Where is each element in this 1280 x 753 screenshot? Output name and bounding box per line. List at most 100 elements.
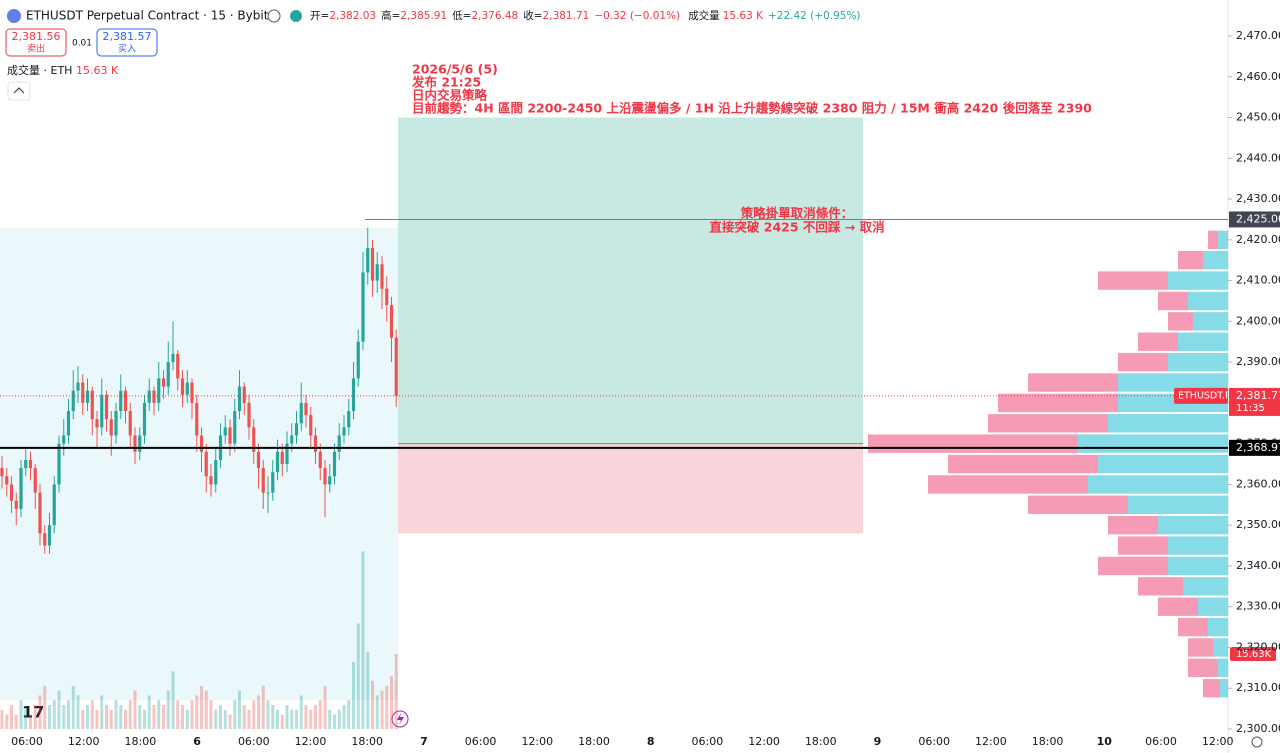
profile-down <box>1168 312 1193 331</box>
y-tick-label: 2,470.00 <box>1236 29 1280 42</box>
volume-bar <box>143 709 146 729</box>
candle-body <box>157 378 161 403</box>
collapse-button[interactable] <box>7 81 31 101</box>
candle-body <box>81 382 85 403</box>
flash-icon <box>397 713 404 725</box>
candle-body <box>66 411 71 436</box>
volume-bar <box>38 695 42 729</box>
candle-body <box>356 341 360 379</box>
header-item: 2,381.71 <box>543 10 590 22</box>
candle-body <box>123 390 128 412</box>
candle-body <box>0 468 4 477</box>
volume-bar <box>295 709 298 729</box>
volume-bar <box>114 700 118 729</box>
candle-body <box>161 378 166 387</box>
profile-down <box>1188 638 1213 657</box>
volume-bar <box>24 709 28 729</box>
volume-bar <box>195 695 199 729</box>
candle-body <box>85 390 90 403</box>
x-tick-label: 12:00 <box>521 735 553 748</box>
volume-bar <box>86 705 89 729</box>
volume-bar <box>209 700 213 729</box>
y-tick-label: 2,320.00 <box>1236 640 1280 653</box>
candle-body <box>100 394 104 428</box>
x-tick-label: 06:00 <box>465 735 497 748</box>
y-tick-label: 2,400.00 <box>1236 314 1280 327</box>
volume-bar <box>390 676 393 729</box>
volume-bar <box>285 705 289 729</box>
volume-bar <box>223 709 227 729</box>
volume-bar <box>138 705 142 729</box>
volume-bar <box>314 705 317 729</box>
sell-button[interactable] <box>5 28 67 57</box>
volume-bar <box>162 705 165 729</box>
x-tick-label: 7 <box>420 735 428 748</box>
candle-body <box>90 390 94 420</box>
volume-bar <box>81 709 85 729</box>
candle-body <box>114 411 118 436</box>
profile-down <box>868 434 1078 453</box>
volume-bar <box>333 714 336 729</box>
volume-bar <box>219 705 222 729</box>
x-tick-label: 12:00 <box>68 735 100 748</box>
volume-bar <box>124 709 127 729</box>
candle-body <box>285 443 289 465</box>
x-tick-label: 12:00 <box>1202 735 1234 748</box>
y-tick-label: 2,440.00 <box>1236 151 1280 164</box>
candle-body <box>342 427 346 436</box>
price-axis-bg <box>1228 0 1280 753</box>
note-line: 目前趨勢：4H 區間 2200-2450 上沿震盪偏多 / 1H 沿上升趨勢線突… <box>412 101 1092 116</box>
candle-body <box>128 411 132 436</box>
candle-body <box>256 451 261 469</box>
status-dot <box>290 10 302 22</box>
volume-bar <box>109 709 113 729</box>
volume-bar <box>214 709 218 729</box>
x-tick-label: 9 <box>874 735 882 748</box>
volume-pane-value: 15.63 K <box>76 64 119 77</box>
note-line: 发布 21:25 <box>411 75 481 90</box>
profile-down <box>1098 556 1168 576</box>
eye-icon[interactable] <box>267 9 281 23</box>
settings-icon[interactable] <box>1251 736 1263 748</box>
candle-body <box>347 411 351 428</box>
volume-bar <box>171 671 175 729</box>
volume-bar <box>347 700 351 729</box>
candle-body <box>152 390 156 403</box>
profile-up <box>1188 291 1228 311</box>
profile-down <box>1028 373 1118 392</box>
header-item: −0.32 (−0.01%) <box>594 10 680 22</box>
candle-body <box>14 500 18 509</box>
buy-button[interactable] <box>96 28 158 57</box>
candle-body <box>204 451 208 477</box>
y-tick-label: 2,350.00 <box>1236 518 1280 531</box>
volume-bar <box>242 705 246 729</box>
volume-bar <box>90 700 94 729</box>
candle-body <box>228 427 232 444</box>
candle-body <box>185 382 189 395</box>
x-tick-label: 10 <box>1097 735 1113 748</box>
volume-bar <box>14 714 18 729</box>
candle-body <box>242 386 246 403</box>
sell-label: 卖出 <box>27 43 45 55</box>
volume-bar <box>394 653 398 729</box>
cancel-line: 策略掛單取消條件： <box>741 206 854 221</box>
candle-body <box>323 468 327 485</box>
x-tick-label: 8 <box>647 735 655 748</box>
profile-down <box>948 454 1098 474</box>
coin-icon <box>7 9 21 23</box>
volume-bar <box>181 705 184 729</box>
profile-down <box>1178 617 1208 637</box>
buy-price: 2,381.57 <box>103 30 152 43</box>
volume-bar <box>119 705 123 729</box>
candle-body <box>294 423 299 436</box>
candle-body <box>76 382 80 391</box>
volume-bar <box>10 705 13 729</box>
y-tick-label: 2,410.00 <box>1236 274 1280 287</box>
candle-body <box>71 390 75 412</box>
profile-down <box>928 475 1088 494</box>
profit-zone <box>398 117 863 444</box>
volume-bar <box>238 690 241 729</box>
x-tick-label: 06:00 <box>1145 735 1177 748</box>
alert-label-bg <box>1229 211 1280 228</box>
